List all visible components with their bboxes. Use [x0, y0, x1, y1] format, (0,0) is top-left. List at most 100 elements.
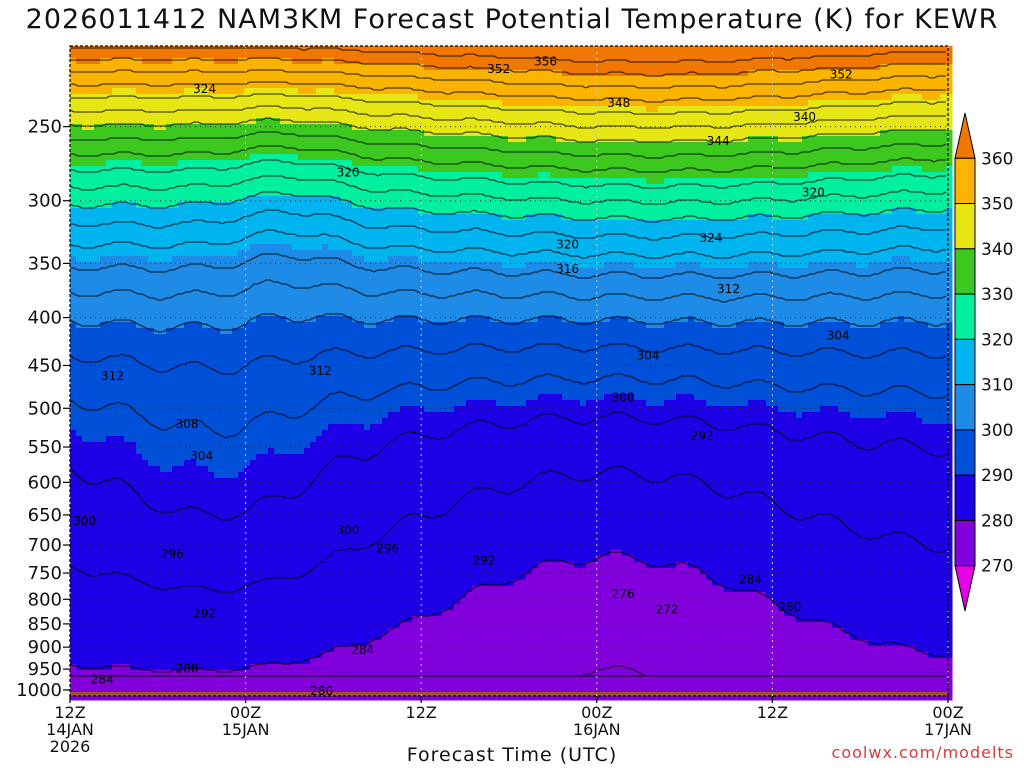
isotherm-line [70, 253, 946, 279]
y-tick-label: 600 [28, 472, 62, 493]
x-axis-label: Forecast Time (UTC) [406, 744, 618, 766]
isotherm-line [70, 665, 946, 677]
y-tick-label: 800 [28, 589, 62, 610]
contour-label: 300 [337, 523, 360, 537]
isotherm-line [70, 131, 947, 159]
x-tick-label: 17JAN [924, 720, 972, 739]
contour-label: 320 [556, 237, 579, 251]
x-tick-label: 12Z [54, 703, 85, 722]
colorbar-label: 310 [981, 376, 1013, 396]
colorbar-segment [954, 519, 976, 567]
isotherm-line [69, 313, 946, 333]
y-tick-label: 400 [28, 308, 62, 329]
contour-label: 284 [739, 573, 762, 587]
credit-link[interactable]: coolwx.com/modelts [831, 743, 1014, 762]
plot-frame [69, 45, 949, 697]
x-tick-label: 00Z [932, 703, 963, 722]
contour-label: 312 [309, 364, 332, 378]
colorbar-label: 270 [981, 557, 1013, 577]
contour-label: 344 [707, 134, 730, 148]
colorbar-segment [954, 112, 976, 159]
isotherm-line [69, 279, 947, 303]
isotherm-line [69, 343, 947, 375]
colorbar-label: 290 [981, 466, 1013, 486]
y-tick-label: 750 [28, 563, 62, 584]
contour-label: 300 [612, 391, 635, 405]
y-tick-label: 250 [28, 117, 62, 138]
isotherm-line [70, 159, 946, 189]
colorbar: 270 280 290 300 310 320 330 340 350 360 [954, 112, 1013, 612]
theta-field [70, 46, 953, 701]
contour-label: 296 [161, 547, 184, 561]
isotherm-line [69, 105, 946, 129]
contour-label: 356 [534, 55, 557, 69]
isotherm-line [69, 465, 947, 593]
contour-label: 288 [176, 661, 199, 675]
y-tick-label: 700 [28, 535, 62, 556]
contour-label: 348 [607, 96, 630, 110]
colorbar-segment [954, 429, 976, 476]
colorbar-label: 350 [981, 195, 1013, 215]
colorbar-label: 360 [981, 149, 1013, 169]
contour-label: 352 [487, 62, 510, 76]
contour-label: 320 [802, 186, 825, 200]
contour-label: 304 [637, 348, 660, 362]
contour-label: 352 [830, 68, 853, 82]
isotherm-line [69, 191, 947, 223]
colorbar-label: 340 [981, 240, 1013, 260]
colorbar-segment [954, 384, 976, 431]
contour-label: 300 [73, 514, 96, 528]
x-tick-label: 00Z [230, 703, 261, 722]
contour-label: 292 [473, 553, 496, 567]
isotherm-lines [69, 47, 947, 677]
contour-label: 276 [612, 587, 635, 601]
y-tick-label: 900 [28, 637, 62, 658]
contour-labels: 356 352 352 348 344 340 324 320 320 316 324 320 312 3… [73, 55, 852, 699]
isotherm-line [70, 93, 946, 115]
contour-label: 308 [176, 417, 199, 431]
x-tick-label: 00Z [581, 703, 612, 722]
isotherm-line [69, 229, 946, 259]
isotherm-line [69, 175, 947, 205]
x-tick-label: 12Z [757, 703, 788, 722]
x-tick-label: 16JAN [573, 720, 621, 739]
isotherm-line [70, 145, 946, 173]
contour-label: 312 [101, 369, 124, 383]
y-tick-label: 850 [28, 614, 62, 635]
x-tick-label: 14JAN [46, 720, 94, 739]
contour-label: 272 [656, 602, 679, 616]
isotherm-line [70, 47, 946, 63]
chart-title: 2026011412 NAM3KM Forecast Potential Tem… [25, 4, 999, 35]
colorbar-label: 320 [981, 330, 1013, 350]
contour-label: 340 [793, 110, 816, 124]
isotherm-line [70, 57, 946, 77]
contour-label: 292 [691, 429, 714, 443]
colorbar-segment [954, 157, 976, 205]
x-tick-label: 2026 [50, 737, 91, 756]
y-tick-label: 500 [28, 398, 62, 419]
x-tick-label: 12Z [406, 703, 437, 722]
contour-label: 284 [351, 643, 374, 657]
contour-label: 316 [556, 262, 579, 276]
colorbar-segment [954, 565, 976, 612]
contour-label: 312 [717, 282, 740, 296]
contour-label: 324 [193, 82, 216, 96]
isotherm-line [69, 411, 947, 521]
y-tick-label: 950 [28, 659, 62, 680]
x-tick-label: 15JAN [222, 720, 270, 739]
colorbar-segment [954, 248, 976, 295]
contour-label: 304 [190, 449, 213, 463]
contour-label: 280 [779, 600, 802, 614]
colorbar-segment [954, 293, 976, 340]
ground-strip [70, 691, 948, 696]
contour-label: 320 [337, 166, 360, 180]
contour-label: 296 [376, 541, 399, 555]
y-tick-label: 300 [28, 191, 62, 212]
colorbar-segment [954, 338, 976, 386]
isotherm-line [70, 69, 946, 89]
colorbar-segment [954, 474, 976, 521]
contour-label: 292 [193, 606, 216, 620]
y-tick-label: 650 [28, 505, 62, 526]
isotherm-line [69, 373, 947, 439]
